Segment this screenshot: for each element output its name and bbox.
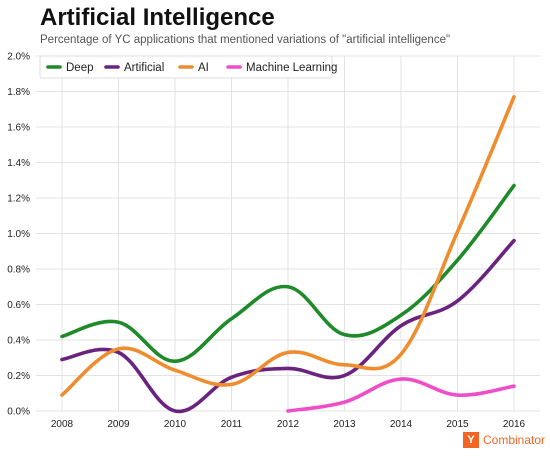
y-tick-label: 0.0% xyxy=(7,407,30,418)
y-tick-label: 1.8% xyxy=(7,87,30,98)
series-lines xyxy=(60,95,516,414)
grid-lines xyxy=(36,55,540,412)
x-tick-label: 2014 xyxy=(390,419,413,430)
legend: Deep Artificial AI Machine Learning xyxy=(39,55,337,79)
y-combinator-logo-icon: Y xyxy=(463,432,479,448)
x-tick-label: 2009 xyxy=(107,419,130,430)
brand-name: Combinator xyxy=(483,433,546,447)
x-tick-label: 2008 xyxy=(51,419,74,430)
legend-label: AI xyxy=(198,62,209,74)
x-tick-label: 2015 xyxy=(446,419,469,430)
y-tick-label: 1.4% xyxy=(7,158,30,169)
legend-label: Artificial xyxy=(124,62,164,74)
y-tick-label: 0.6% xyxy=(7,300,30,311)
x-axis-ticks: 2008 2009 2010 2011 2012 2013 2014 2015 2016 xyxy=(51,419,526,430)
y-tick-label: 1.2% xyxy=(7,194,30,205)
x-tick-label: 2016 xyxy=(503,419,526,430)
y-tick-label: 0.8% xyxy=(7,265,30,276)
chart-title: Artificial Intelligence xyxy=(40,4,275,31)
y-tick-label: 2.0% xyxy=(7,52,30,63)
series-line-artificial xyxy=(60,238,516,414)
legend-label: Machine Learning xyxy=(246,62,337,74)
y-tick-label: 0.2% xyxy=(7,371,30,382)
series-line-deep xyxy=(60,183,516,364)
series-line-machine-learning xyxy=(286,377,516,413)
y-tick-label: 1.6% xyxy=(7,123,30,134)
x-tick-label: 2010 xyxy=(164,419,187,430)
x-tick-label: 2013 xyxy=(333,419,356,430)
x-tick-label: 2012 xyxy=(277,419,300,430)
y-axis-ticks: 0.0% 0.2% 0.4% 0.6% 0.8% 1.0% 1.2% 1.4% 1.6% 1.8%… xyxy=(7,52,30,418)
y-tick-label: 0.4% xyxy=(7,336,30,347)
y-tick-label: 1.0% xyxy=(7,229,30,240)
series-line-ai xyxy=(60,95,516,397)
brand-mark: Y Combinator xyxy=(463,431,545,449)
x-tick-label: 2011 xyxy=(221,419,243,430)
chart-subtitle: Percentage of YC applications that menti… xyxy=(40,34,451,46)
legend-label: Deep xyxy=(66,62,94,74)
